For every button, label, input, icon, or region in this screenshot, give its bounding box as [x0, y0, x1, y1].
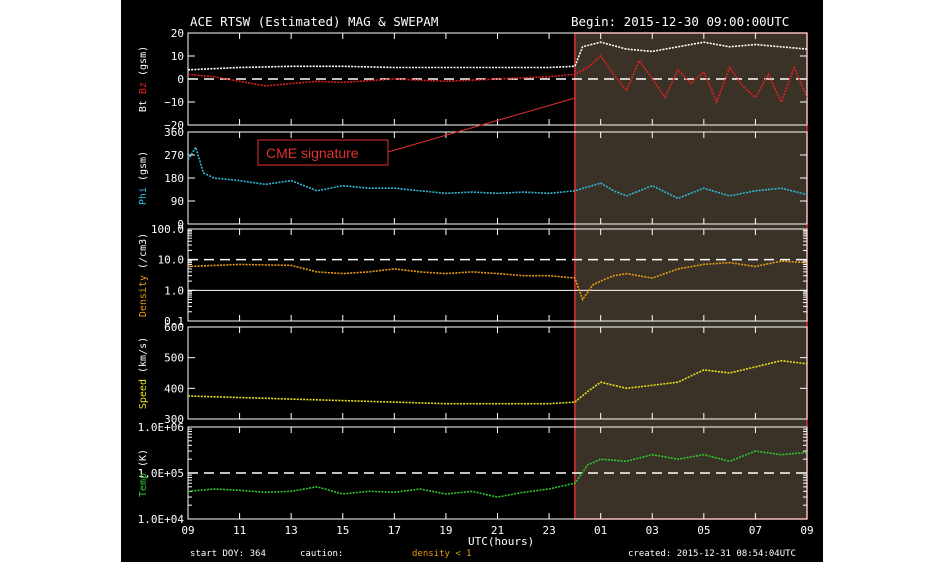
ytick-label-density-3: 0.1: [164, 315, 184, 328]
ylabel-part-mag-0: Bt: [138, 100, 149, 112]
ylabel-part-mag-2: (gsm): [138, 46, 149, 82]
panel-temp: 1.0E+06 1.0E+05 1.0E+04 Temp (K): [138, 421, 808, 526]
ytick-label-speed-0: 600: [164, 321, 184, 334]
ytick-label-mag-1: 10: [171, 50, 184, 63]
panel-mag: 20 10 0 −10 −20 Bt Bz (gsm): [138, 27, 808, 132]
xtick-label-3: 15: [336, 524, 349, 537]
ylabel-part-phi-0: Phi: [138, 187, 149, 205]
cme-highlight-region: [574, 32, 808, 520]
ytick-label-speed-3: 300: [164, 413, 184, 426]
ytick-label-mag-0: 20: [171, 27, 184, 40]
footer-density-note: density < 1: [412, 549, 472, 559]
annotation: CME signature: [257, 97, 576, 166]
annotation-box: [257, 139, 389, 166]
ytick-label-phi-2: 180: [164, 172, 184, 185]
series-phi: [188, 145, 807, 200]
ytick-label-mag-4: −20: [164, 119, 184, 132]
series-bt: [188, 41, 807, 71]
chart-title: ACE RTSW (Estimated) MAG & SWEPAM: [190, 14, 438, 29]
ylabel-temp: Temp (K): [138, 449, 149, 497]
ytick-label-phi-1: 270: [164, 149, 184, 162]
xtick-label-6: 21: [491, 524, 504, 537]
xtick-label-9: 03: [646, 524, 659, 537]
ytick-label-mag-3: −10: [164, 96, 184, 109]
x-axis: 09 11 13 15 17 19 21 23 01 03 05 07 09: [181, 33, 814, 537]
xtick-label-5: 19: [439, 524, 452, 537]
xtick-label-4: 17: [388, 524, 401, 537]
series-density: [188, 260, 807, 302]
ylabel-phi: Phi (gsm): [138, 151, 149, 205]
xtick-label-7: 23: [542, 524, 555, 537]
x-axis-label: UTC(hours): [468, 535, 534, 548]
footer-caution: caution:: [300, 549, 343, 559]
ytick-label-density-0: 100.0: [151, 223, 184, 236]
footer-created: created: 2015-12-31 08:54:04UTC: [628, 549, 796, 559]
ytick-label-temp-0: 1.0E+06: [138, 421, 184, 434]
xtick-label-1: 11: [233, 524, 246, 537]
xtick-label-0: 09: [181, 524, 194, 537]
xtick-label-2: 13: [285, 524, 298, 537]
begin-time: Begin: 2015-12-30 09:00:00UTC: [571, 14, 789, 29]
ylabel-part-temp-1: (K): [138, 449, 149, 473]
series-speed: [188, 359, 807, 405]
ytick-label-phi-0: 360: [164, 126, 184, 139]
ylabel-density: Density (/cm3): [138, 233, 149, 317]
xtick-label-8: 01: [594, 524, 607, 537]
ytick-label-mag-2: 0: [177, 73, 184, 86]
ytick-label-speed-1: 500: [164, 352, 184, 365]
ylabel-part-speed-0: Speed: [138, 379, 149, 409]
ylabel-part-mag-1: Bz: [138, 82, 149, 100]
annotation-leader-line: [387, 97, 576, 153]
ylabel-mag: Bt Bz (gsm): [138, 46, 149, 112]
ytick-label-phi-4: 0: [177, 218, 184, 231]
ytick-label-temp-1: 1.0E+05: [138, 467, 184, 480]
annotation-label: CME signature: [266, 145, 359, 161]
xtick-label-10: 05: [697, 524, 710, 537]
ytick-label-phi-3: 90: [171, 195, 184, 208]
ylabel-part-density-1: (/cm3): [138, 233, 149, 275]
xtick-label-12: 09: [800, 524, 813, 537]
xtick-label-11: 07: [749, 524, 762, 537]
panels-layer: 20 10 0 −10 −20 Bt Bz (gsm) 360 270 180 90 0 Phi (g…: [138, 27, 808, 526]
ylabel-part-speed-1: (km/s): [138, 337, 149, 379]
cme-highlight-layer: [574, 32, 808, 520]
ylabel-part-temp-0: Temp: [138, 473, 149, 497]
ylabel-part-phi-1: (gsm): [138, 151, 149, 187]
series-temp: [188, 450, 807, 498]
ylabel-part-density-0: Density: [138, 275, 149, 317]
ytick-label-speed-2: 400: [164, 382, 184, 395]
ytick-label-density-2: 1.0: [164, 284, 184, 297]
footer-start-doy: start DOY: 364: [190, 549, 266, 559]
series-bz: [188, 54, 807, 105]
ytick-label-temp-2: 1.0E+04: [138, 513, 185, 526]
ylabel-speed: Speed (km/s): [138, 337, 149, 409]
ytick-label-density-1: 10.0: [158, 254, 185, 267]
